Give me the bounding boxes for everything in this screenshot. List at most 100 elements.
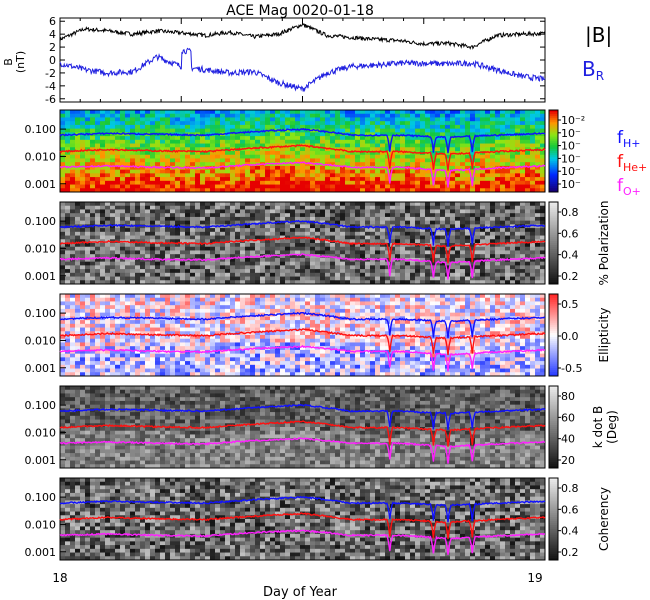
colorbar-step — [549, 110, 558, 113]
spectrogram-cell — [395, 243, 401, 248]
spectrogram-cell — [270, 265, 276, 270]
spectrogram-cell — [205, 154, 211, 159]
spectrogram-cell — [245, 276, 251, 281]
spectrogram-cell — [90, 335, 96, 340]
spectrogram-cell — [235, 243, 241, 248]
spectrogram-cell — [65, 331, 71, 336]
colorbar-step — [549, 112, 558, 115]
spectrogram-cell — [530, 139, 536, 144]
spectrogram-cell — [455, 269, 461, 274]
spectrogram-cell — [370, 117, 376, 122]
spectrogram-cell — [135, 316, 141, 321]
spectrogram-cell — [485, 265, 491, 270]
spectrogram-cell — [370, 216, 376, 222]
spectrogram-cell — [115, 297, 121, 302]
spectrogram-cell — [365, 147, 371, 152]
spectrogram-cell — [60, 243, 66, 248]
spectrogram-cell — [90, 124, 96, 130]
spectrogram-cell — [395, 216, 401, 222]
spectrogram-cell — [90, 117, 96, 122]
spectrogram-cell — [490, 265, 496, 270]
spectrogram-cell — [490, 239, 496, 244]
spectrogram-cell — [250, 154, 256, 159]
spectrogram-cell — [175, 261, 181, 266]
spectrogram-cell — [300, 228, 306, 233]
spectrogram-cell — [155, 139, 161, 144]
spectrogram-cell — [85, 368, 91, 373]
spectrogram-cell — [65, 213, 71, 218]
spectrogram-cell — [505, 154, 511, 159]
spectrogram-cell — [425, 205, 431, 210]
spectrogram-cell — [70, 323, 76, 328]
spectrogram-cell — [90, 169, 96, 174]
spectrogram-cell — [320, 216, 326, 222]
spectrogram-cell — [160, 121, 166, 126]
spectrogram-cell — [370, 151, 376, 156]
spectrogram-cell — [145, 136, 151, 141]
spectrogram-cell — [140, 261, 146, 266]
spectrogram-cell — [265, 205, 271, 210]
spectrogram-cell — [175, 162, 181, 167]
spectrogram-cell — [105, 312, 111, 317]
spectrogram-cell — [180, 276, 186, 281]
spectrogram-cell — [465, 162, 471, 167]
spectrogram-cell — [110, 305, 116, 310]
spectrogram-cell — [65, 294, 71, 299]
spectrogram-cell — [135, 353, 141, 358]
spectrogram-cell — [425, 117, 431, 122]
spectrogram-cell — [330, 136, 336, 141]
spectrogram-cell — [75, 231, 81, 236]
spectrogram-cell — [80, 372, 86, 377]
spectrogram-cell — [165, 143, 171, 148]
colorbar-frame — [548, 201, 559, 285]
spectrogram-cell — [150, 117, 156, 122]
spectrogram-cell — [145, 297, 151, 302]
spectrogram-cell — [90, 139, 96, 144]
spectrogram-cell — [85, 136, 91, 141]
spectrogram-cell — [85, 216, 91, 222]
spectrogram-cell — [470, 213, 476, 218]
spectrogram-cell — [465, 235, 471, 240]
spectrogram-cell — [515, 250, 521, 255]
spectrogram-cell — [485, 113, 491, 118]
spectrogram-cell — [145, 188, 151, 193]
spectrogram-cell — [95, 165, 101, 171]
spectrogram-cell — [465, 147, 471, 152]
spectrogram-cell — [110, 246, 116, 251]
spectrogram-cell — [70, 297, 76, 302]
spectrogram-cell — [365, 239, 371, 244]
spectrogram-cell — [280, 117, 286, 122]
spectrogram-cell — [80, 246, 86, 251]
spectrogram-cell — [285, 162, 291, 167]
spectrogram-cell — [330, 117, 336, 122]
spectrogram-cell — [145, 246, 151, 251]
spectrogram-cell — [95, 128, 101, 133]
spectrogram-cell — [275, 184, 281, 189]
spectrogram-cell — [450, 188, 456, 193]
spectrogram-cell — [70, 113, 76, 118]
spectrogram-cell — [220, 228, 226, 233]
spectrogram-cell — [355, 162, 361, 167]
spectrogram-cell — [440, 158, 446, 163]
spectrogram-cell — [415, 173, 421, 178]
spectrogram-cell — [505, 151, 511, 156]
spectrogram-cell — [210, 213, 216, 218]
spectrogram-cell — [75, 143, 81, 148]
spectrogram-cell — [60, 331, 66, 336]
spectrogram-cell — [420, 261, 426, 266]
spectrogram-cell — [100, 188, 106, 193]
spectrogram-cell — [225, 143, 231, 148]
spectrogram-cell — [295, 265, 301, 270]
spectrogram-cell — [120, 139, 126, 144]
spectrogram-cell — [330, 220, 336, 225]
spectrogram-panels: 0.1000.0100.00110⁻²10⁻10⁻10⁻10⁻10⁻fH+fHe… — [25, 109, 647, 561]
spectrogram-cell — [65, 184, 71, 189]
spectrogram-cell — [320, 202, 326, 207]
spectrogram-cell — [85, 202, 91, 207]
spectrogram-cell — [255, 136, 261, 141]
spectrogram-cell — [410, 143, 416, 148]
spectrogram-cell — [130, 173, 136, 178]
spectrogram-cell — [420, 257, 426, 263]
spectrogram-cell — [475, 184, 481, 189]
spectrogram-cell — [65, 346, 71, 351]
